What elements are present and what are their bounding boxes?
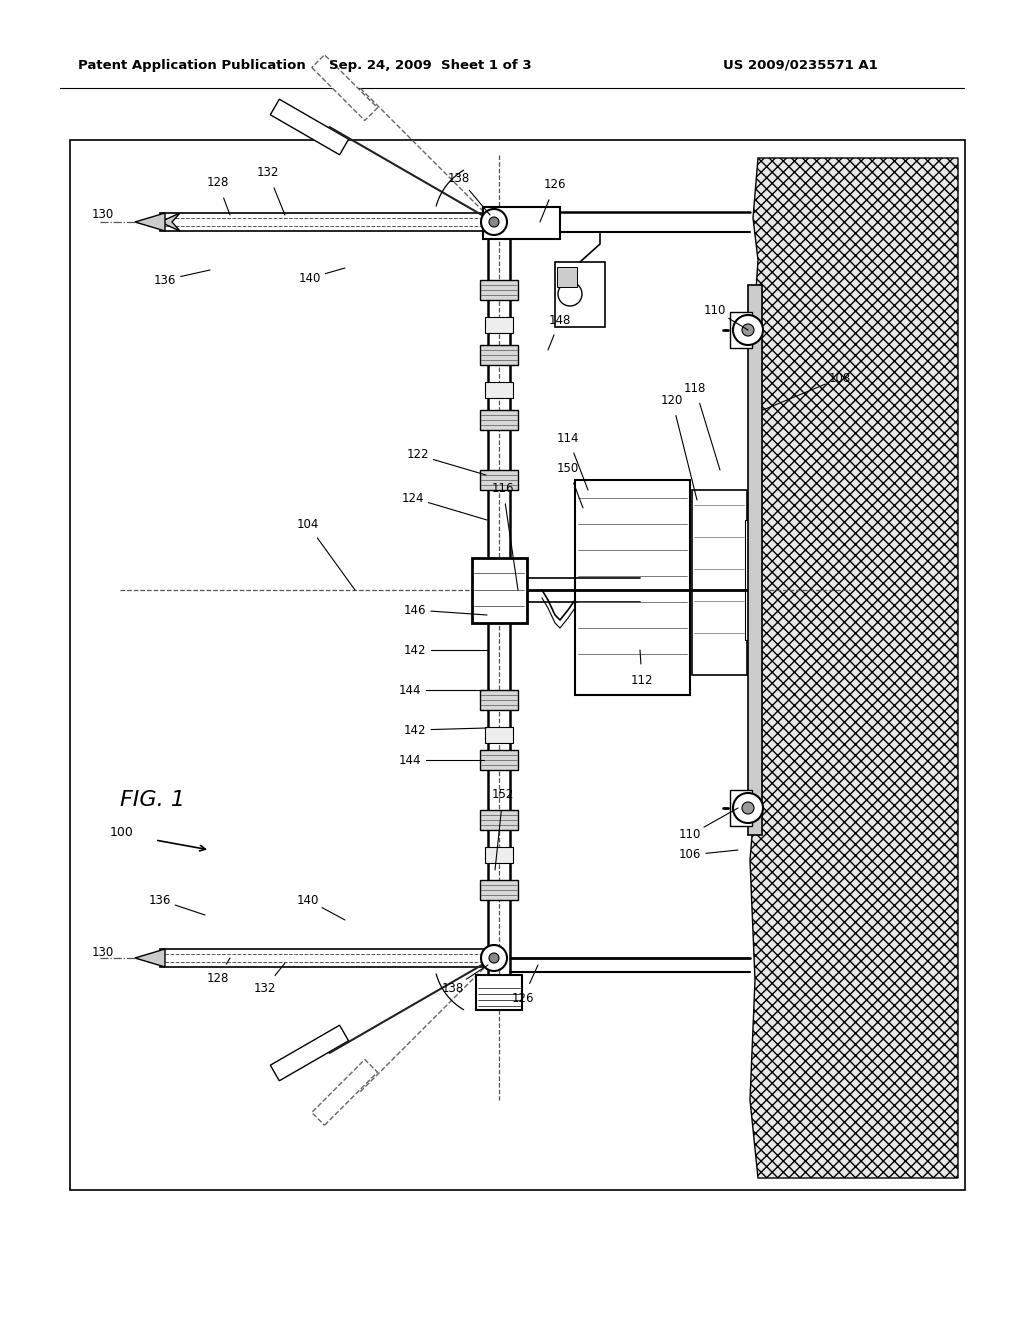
Text: 130: 130 bbox=[92, 946, 114, 960]
Text: 120: 120 bbox=[660, 393, 683, 407]
Text: Sep. 24, 2009  Sheet 1 of 3: Sep. 24, 2009 Sheet 1 of 3 bbox=[329, 58, 531, 71]
Text: Patent Application Publication: Patent Application Publication bbox=[78, 58, 306, 71]
Text: 128: 128 bbox=[207, 177, 229, 190]
Text: 144: 144 bbox=[398, 754, 421, 767]
Bar bbox=[730, 789, 752, 826]
Bar bbox=[480, 810, 518, 830]
Text: 124: 124 bbox=[401, 491, 424, 504]
Bar bbox=[745, 520, 757, 640]
Bar bbox=[485, 381, 513, 399]
Text: 132: 132 bbox=[254, 982, 276, 994]
Text: 150: 150 bbox=[557, 462, 580, 474]
Circle shape bbox=[733, 315, 763, 345]
Text: 130: 130 bbox=[92, 209, 114, 222]
Bar bbox=[748, 285, 762, 836]
Bar bbox=[480, 411, 518, 430]
Circle shape bbox=[481, 209, 507, 235]
Bar bbox=[480, 690, 518, 710]
Text: 138: 138 bbox=[442, 982, 464, 994]
Text: 136: 136 bbox=[154, 273, 176, 286]
Bar bbox=[480, 750, 518, 770]
Text: 116: 116 bbox=[492, 482, 514, 495]
Circle shape bbox=[742, 323, 754, 337]
Polygon shape bbox=[311, 1060, 378, 1125]
Circle shape bbox=[733, 793, 763, 822]
Text: 110: 110 bbox=[679, 829, 701, 842]
Text: 108: 108 bbox=[828, 371, 851, 384]
Bar bbox=[160, 949, 499, 968]
Bar bbox=[476, 975, 522, 1010]
Text: 100: 100 bbox=[110, 826, 134, 840]
Bar bbox=[555, 261, 605, 327]
Polygon shape bbox=[160, 213, 180, 231]
Polygon shape bbox=[135, 213, 165, 231]
Bar bbox=[160, 213, 499, 231]
Text: 146: 146 bbox=[403, 603, 426, 616]
Polygon shape bbox=[270, 1026, 348, 1081]
Bar bbox=[692, 490, 746, 675]
Text: 126: 126 bbox=[544, 178, 566, 191]
Circle shape bbox=[481, 945, 507, 972]
Text: 104: 104 bbox=[297, 519, 319, 532]
Text: 114: 114 bbox=[557, 432, 580, 445]
Text: 112: 112 bbox=[631, 673, 653, 686]
Circle shape bbox=[558, 282, 582, 306]
Bar bbox=[485, 727, 513, 743]
Text: 140: 140 bbox=[299, 272, 322, 285]
Text: 148: 148 bbox=[549, 314, 571, 326]
Bar bbox=[480, 345, 518, 366]
Text: 106: 106 bbox=[679, 849, 701, 862]
Text: 142: 142 bbox=[403, 644, 426, 656]
Circle shape bbox=[489, 216, 499, 227]
Bar bbox=[575, 480, 690, 696]
Bar bbox=[557, 267, 577, 286]
Bar bbox=[472, 558, 527, 623]
Text: 138: 138 bbox=[447, 172, 470, 185]
Text: 142: 142 bbox=[403, 723, 426, 737]
Bar bbox=[480, 880, 518, 900]
Text: 144: 144 bbox=[398, 684, 421, 697]
Polygon shape bbox=[270, 99, 348, 154]
Text: 140: 140 bbox=[297, 894, 319, 907]
Circle shape bbox=[742, 803, 754, 814]
Circle shape bbox=[489, 953, 499, 964]
Polygon shape bbox=[135, 949, 165, 968]
Text: 122: 122 bbox=[407, 449, 429, 462]
Bar bbox=[70, 140, 965, 1191]
Text: 132: 132 bbox=[257, 166, 280, 180]
Text: 118: 118 bbox=[684, 381, 707, 395]
Bar bbox=[485, 317, 513, 333]
Text: 152: 152 bbox=[492, 788, 514, 801]
Bar bbox=[480, 470, 518, 490]
Text: US 2009/0235571 A1: US 2009/0235571 A1 bbox=[723, 58, 878, 71]
Bar bbox=[483, 207, 560, 239]
Bar bbox=[730, 312, 752, 348]
Polygon shape bbox=[311, 54, 378, 120]
Text: 126: 126 bbox=[512, 991, 535, 1005]
Text: FIG. 1: FIG. 1 bbox=[120, 789, 185, 810]
Text: 128: 128 bbox=[207, 972, 229, 985]
Text: 110: 110 bbox=[703, 304, 726, 317]
Bar bbox=[480, 280, 518, 300]
Text: 136: 136 bbox=[148, 894, 171, 907]
Polygon shape bbox=[750, 158, 958, 1177]
Bar bbox=[485, 847, 513, 863]
